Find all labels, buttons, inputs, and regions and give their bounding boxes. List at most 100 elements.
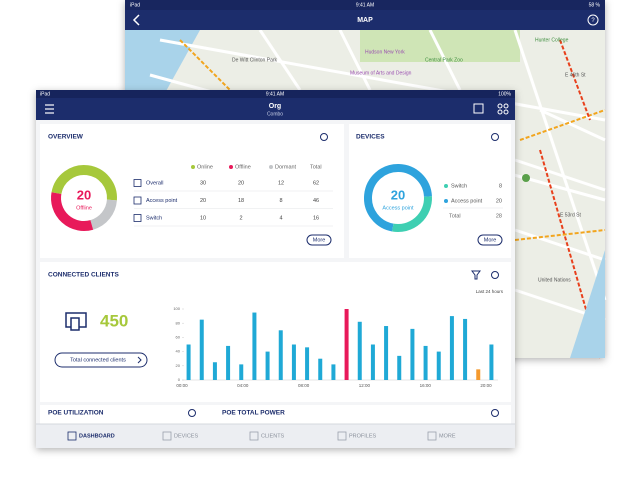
bar [449,316,454,380]
bar [331,364,336,380]
topology-button[interactable] [497,103,509,115]
cell: 30 [200,180,206,186]
cell: 2 [239,215,242,221]
bar [489,344,494,380]
donut-label: Offline [76,205,92,211]
clients-title: CONNECTED CLIENTS [48,272,119,279]
bar [212,362,217,380]
bar [239,364,244,380]
tab-icon[interactable] [337,431,347,441]
clients-chart: 0 20 40 60 80 100 00:00 04:00 08:00 12:00 16:00 20:… [173,306,498,388]
column-header: Total [310,164,322,170]
y-tick-label: 0 [178,377,181,382]
donut-segment [392,196,432,232]
poe-utilization-refresh[interactable] [188,409,196,417]
menu-button[interactable] [45,104,54,114]
tab-icon[interactable] [162,431,172,441]
devices-title: DEVICES [356,134,385,141]
donut-segment [51,192,94,231]
status-bar [36,90,515,98]
tab-bar [36,424,515,448]
x-tick-label: 08:00 [298,383,310,388]
map-nav-bar [125,10,605,30]
devices-refresh[interactable] [491,133,499,141]
bar [252,312,257,380]
bar [370,344,375,380]
bar [476,369,481,380]
bar [397,355,402,380]
donut-segment [90,199,117,230]
donut-value: 20 [77,187,91,202]
bar [423,345,428,380]
devices-more-button[interactable] [477,234,503,246]
x-tick-label: 16:00 [420,383,432,388]
row-icon [133,214,142,222]
cell: 62 [313,180,319,186]
park [360,30,520,62]
clients-card [40,262,511,402]
bar [357,321,362,380]
bar [278,330,283,380]
map-label: Central Park Zoo [425,57,463,63]
bar [291,344,296,380]
overview-refresh[interactable] [320,133,328,141]
overview-table: Online Offline Dormant Total Overall 30 20 12 62… [133,164,333,227]
help-button[interactable] [587,14,599,26]
x-tick-label: 00:00 [176,383,188,388]
clients-button-arrow [137,356,142,364]
tab-label[interactable]: DASHBOARD [79,433,115,439]
clients-refresh[interactable] [491,271,499,279]
clients-range: Last 24 hours [476,289,504,294]
clients-button[interactable] [54,352,148,368]
x-tick-label: 20:00 [480,383,492,388]
tab-label[interactable]: CLIENTS [261,433,285,439]
back-button[interactable] [132,14,140,26]
row-label: Switch [146,215,162,221]
header [36,98,515,120]
map-status-device: iPad [130,2,140,8]
cell: 10 [200,215,206,221]
y-tick-label: 40 [176,349,181,354]
bar [226,345,231,380]
tab-icon[interactable] [249,431,259,441]
row-icon [133,179,142,187]
clients-filter[interactable] [471,270,481,280]
bar [344,309,349,380]
cell: 4 [279,215,282,221]
legend-value: 8 [499,183,502,189]
tab-icon[interactable] [67,431,77,441]
poe-power-title: POE TOTAL POWER [222,410,285,417]
clients-count: 450 [100,311,128,330]
map-label: E 46th St [565,72,586,78]
tab-label[interactable]: DEVICES [174,433,198,439]
bar [305,347,310,380]
tab-label[interactable]: MORE [439,433,456,439]
river [570,250,605,358]
column-header: Dormant [275,164,297,170]
row-label: Overall [146,180,163,186]
map-label: United Nations [538,277,571,283]
x-tick-label: 12:00 [359,383,371,388]
status-device: iPad [40,91,50,97]
dashboard-screen: iPad 9:41 AM 100% Org Combo OVERVIEW 2 0 … [36,90,515,448]
legend-label: Access point [451,198,483,204]
map-label: Hunter College [535,37,569,43]
more-button[interactable] [306,234,332,246]
overview-donut [51,165,117,231]
map-label: Museum of Arts and Design [350,70,412,76]
map-button[interactable] [473,103,484,114]
devices-donut-value: 20 [391,187,405,202]
bar [463,318,468,380]
legend-dot [229,165,233,169]
cell: 12 [278,180,284,186]
map-title: MAP [357,17,373,24]
poe-power-refresh[interactable] [491,409,499,417]
tab-icon[interactable] [427,431,437,441]
cell: 18 [238,198,244,204]
map-label: E 53rd St [560,212,581,218]
tab-label[interactable]: PROFILES [349,433,377,439]
devices-legend: Switch 8 Access point 20 [443,183,503,209]
